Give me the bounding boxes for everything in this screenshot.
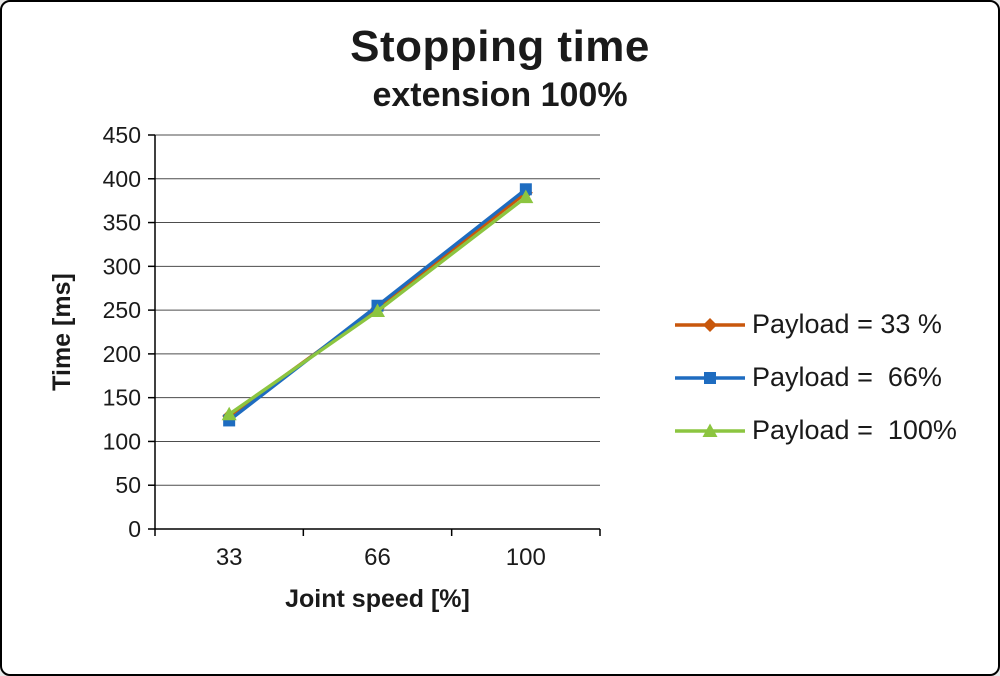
triangle-marker <box>702 423 718 437</box>
y-tick-label: 100 <box>103 428 141 454</box>
x-axis-title: Joint speed [%] <box>285 585 470 613</box>
y-tick-label: 450 <box>103 122 141 148</box>
legend-item-label: Payload = 100% <box>752 415 957 445</box>
x-tick-label: 33 <box>216 544 243 571</box>
legend-key-icon <box>675 371 745 384</box>
y-tick-label: 0 <box>128 516 141 542</box>
legend-item-0: Payload = 33 % <box>674 309 957 340</box>
y-tick-label: 50 <box>115 472 141 498</box>
y-tick-label: 350 <box>103 210 141 236</box>
chart-subtitle: extension 100% <box>372 76 628 114</box>
legend-item-label: Payload = 33 % <box>752 309 942 339</box>
chart-row: 0 50 100 150 200 250 300 350 400 450 33 66 100 Joint … <box>2 117 998 622</box>
x-tick-label: 100 <box>506 544 546 571</box>
chart-legend: Payload = 33 % Payload = 66% Payload = 100… <box>674 309 957 446</box>
plot-area: 0 50 100 150 200 250 300 350 400 450 33 66 100 Joint … <box>40 117 668 622</box>
y-tick-label: 200 <box>103 341 141 367</box>
chart-title: Stopping time <box>350 22 650 71</box>
square-marker <box>519 183 532 196</box>
diamond-marker <box>703 317 717 332</box>
y-tick-label: 250 <box>103 297 141 323</box>
series-2 <box>221 189 534 421</box>
square-marker <box>704 371 716 384</box>
y-tick-label: 150 <box>103 385 141 411</box>
triangle-marker <box>518 189 534 204</box>
y-axis-title: Time [ms] <box>48 273 76 391</box>
y-tick-label: 300 <box>103 253 141 279</box>
legend-item-1: Payload = 66% <box>674 362 957 393</box>
line-chart: 0 50 100 150 200 250 300 350 400 450 33 66 100 Joint … <box>48 122 601 613</box>
legend-key-icon <box>675 423 745 437</box>
y-tick-label: 400 <box>103 166 141 192</box>
x-tick-label: 66 <box>364 544 391 571</box>
chart-title-block: Stopping time extension 100% <box>2 2 998 115</box>
triangle-marker <box>221 406 237 421</box>
legend-item-label: Payload = 66% <box>752 362 942 392</box>
triangle-marker <box>370 303 385 317</box>
legend-key-icon <box>675 317 745 332</box>
legend-item-2: Payload = 100% <box>674 415 957 446</box>
